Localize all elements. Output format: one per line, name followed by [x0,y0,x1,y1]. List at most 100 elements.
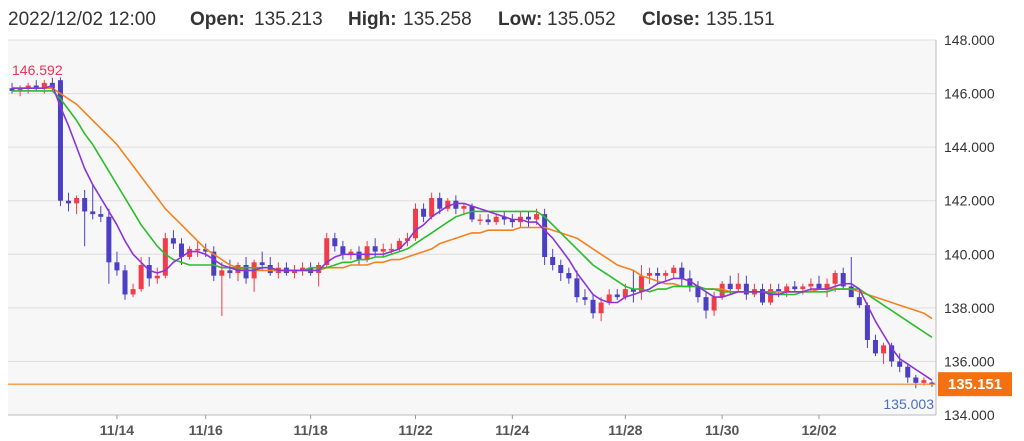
x-tick-label: 11/30 [705,422,739,438]
candle-body [614,294,620,298]
low-label: Low: [498,9,543,30]
candle [509,214,515,228]
candle-body [550,256,556,265]
candle-body [437,198,443,209]
candle [582,289,588,306]
candle [913,374,919,389]
candles [9,77,935,389]
candle-body [146,265,152,279]
candle [82,190,88,247]
candle-body [469,206,475,220]
candle [614,289,620,300]
candle [485,214,491,225]
candle-body [719,283,725,298]
candle [187,246,193,260]
candle [291,265,297,279]
candle [800,283,806,295]
candle [630,270,636,303]
candle-body [703,297,709,311]
plot-area[interactable] [8,40,936,415]
x-tick-label: 11/24 [495,422,529,438]
candle [816,275,822,290]
candle-body [33,85,39,89]
candle [98,206,104,223]
candle [356,246,362,265]
low-value: 135.052 [547,9,616,30]
candle-body [413,208,419,239]
candle-datetime: 2022/12/02 12:00 [8,9,156,30]
candle [566,267,572,284]
candle [501,211,507,225]
candle-body [477,219,483,221]
candle-body [364,246,370,260]
candle [114,251,120,276]
open-label: Open: [190,9,245,30]
x-axis-ticks: 11/14 11/16 11/18 11/22 11/24 11/28 11/30 12/02 [100,415,837,438]
candle [66,192,72,212]
candle-body [856,297,862,306]
close-price-tag: 135.151 [938,372,1012,397]
candle-body [897,361,903,367]
candle [663,270,669,282]
candle-body [332,238,338,247]
candle-body [9,88,15,91]
x-tick-label: 11/16 [189,422,223,438]
candle-body [671,267,677,274]
candle-body [82,198,88,212]
candle-body [493,216,499,223]
candle [695,281,701,303]
candle-body [711,297,717,311]
candle-body [872,340,878,354]
candle-body [380,248,386,252]
candle-body [776,289,782,292]
candle [493,214,499,225]
candle-body [525,216,531,220]
candle-body [534,214,540,220]
candle-body [187,248,193,257]
candle-body [574,278,580,298]
candle-body [558,265,564,274]
candle [905,364,911,383]
candle [461,203,467,215]
candle [558,259,564,282]
candle [864,302,870,349]
candle-body [396,240,402,249]
candle [671,265,677,279]
close-price-tag-text: 135.151 [948,376,1002,393]
candle-body [655,273,661,276]
candle [711,291,717,316]
candle [429,192,435,220]
candle-body [727,283,733,290]
max-price-label: 146.592 [12,62,63,78]
ma-slow-line [12,87,933,320]
candle-body [66,200,72,204]
candle-body [170,238,176,244]
candle-body [162,238,168,276]
candle-body [881,345,887,354]
candle [477,214,483,225]
candle [638,265,644,300]
candle [703,291,709,319]
candle-body [243,265,249,279]
candle-body [130,289,136,295]
candle-body [41,82,47,89]
high-value: 135.258 [403,9,472,30]
candle-body [98,214,104,217]
candle-body [429,198,435,217]
x-tick-label: 12/02 [801,422,836,438]
candle-body [905,366,911,378]
candle-body [195,248,201,251]
y-tick-label: 134.000 [944,407,995,423]
candle-body [122,270,128,295]
candle-body [106,216,112,263]
candle-body [17,88,23,91]
candle-body [453,200,459,209]
candle-body [356,251,362,260]
ohlc-header: 2022/12/02 12:00 Open: 135.213 High: 135… [0,0,1024,40]
candle [170,230,176,249]
candle [824,278,830,298]
candle-body [913,377,919,383]
candle-body [824,283,830,290]
candle-body [864,305,870,340]
